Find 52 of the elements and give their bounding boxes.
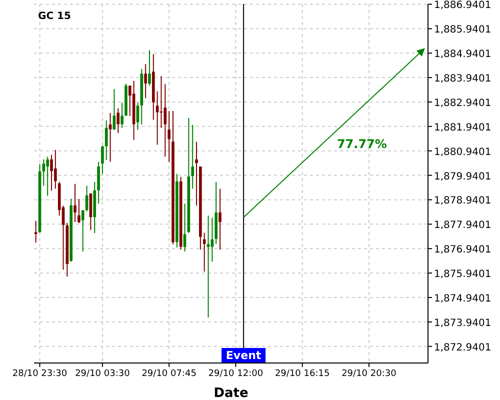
x-tick-label: 28/10 23:30 (12, 369, 68, 379)
ref-line-label: Event (226, 349, 262, 362)
candlestick (81, 210, 84, 252)
x-tick-label: 29/10 12:00 (208, 369, 264, 379)
candlestick (160, 76, 163, 128)
y-tick-label: 1,873.9401 (434, 318, 492, 329)
candlestick (148, 50, 151, 86)
candlestick (164, 84, 167, 158)
candlestick (218, 188, 222, 250)
candlestick (206, 215, 210, 318)
candlestick (183, 203, 186, 252)
y-tick-label: 1,884.9401 (434, 49, 492, 60)
y-tick-label: 1,882.9401 (434, 98, 492, 109)
candlestick (74, 183, 76, 222)
y-tick-label: 1,881.9401 (434, 122, 492, 134)
candlestick (54, 149, 57, 190)
y-tick-label: 1,886.9401 (434, 0, 492, 12)
candlestick (156, 90, 159, 146)
candlestick (120, 102, 124, 128)
candlestick (136, 102, 140, 130)
y-tick-label: 1,876.9401 (434, 244, 492, 256)
y-tick-label: 1,880.9401 (434, 146, 492, 158)
candlestick (104, 120, 108, 160)
candlestick (50, 154, 53, 192)
candlestick (42, 158, 46, 186)
y-tick-label: 1,879.9401 (434, 171, 492, 182)
x-tick-label: 29/10 20:30 (342, 369, 397, 379)
text: GC 15 (38, 11, 71, 22)
candlestick (195, 141, 198, 206)
y-tick-label: 1,877.9401 (434, 220, 492, 232)
candlestick (116, 108, 120, 134)
annotation: 77.77% (336, 137, 387, 152)
candlestick (108, 112, 112, 162)
candlestick (78, 198, 80, 224)
x-tick-label: 29/10 16:15 (274, 369, 330, 379)
candlestick (97, 161, 100, 204)
y-tick-label: 1,875.9401 (434, 269, 492, 280)
y-tick-label: 1,874.9401 (434, 294, 492, 305)
x-tick-label: 29/10 03:30 (75, 369, 130, 379)
candlestick (112, 88, 116, 130)
candlestick (202, 232, 206, 272)
y-tick-label: 1,883.9401 (434, 74, 492, 85)
y-tick-label: 1,885.9401 (434, 24, 492, 36)
candlestick (191, 124, 194, 190)
candlestick (144, 64, 147, 99)
candlestick (101, 145, 104, 174)
x-axis-title: Date (214, 386, 248, 400)
candlestick (46, 156, 49, 196)
y-tick-label: 1,878.9401 (434, 196, 492, 207)
y-tick-label: 1,872.9401 (434, 342, 492, 354)
x-tick-label: 29/10 07:45 (142, 369, 196, 379)
candlestick (168, 110, 170, 162)
